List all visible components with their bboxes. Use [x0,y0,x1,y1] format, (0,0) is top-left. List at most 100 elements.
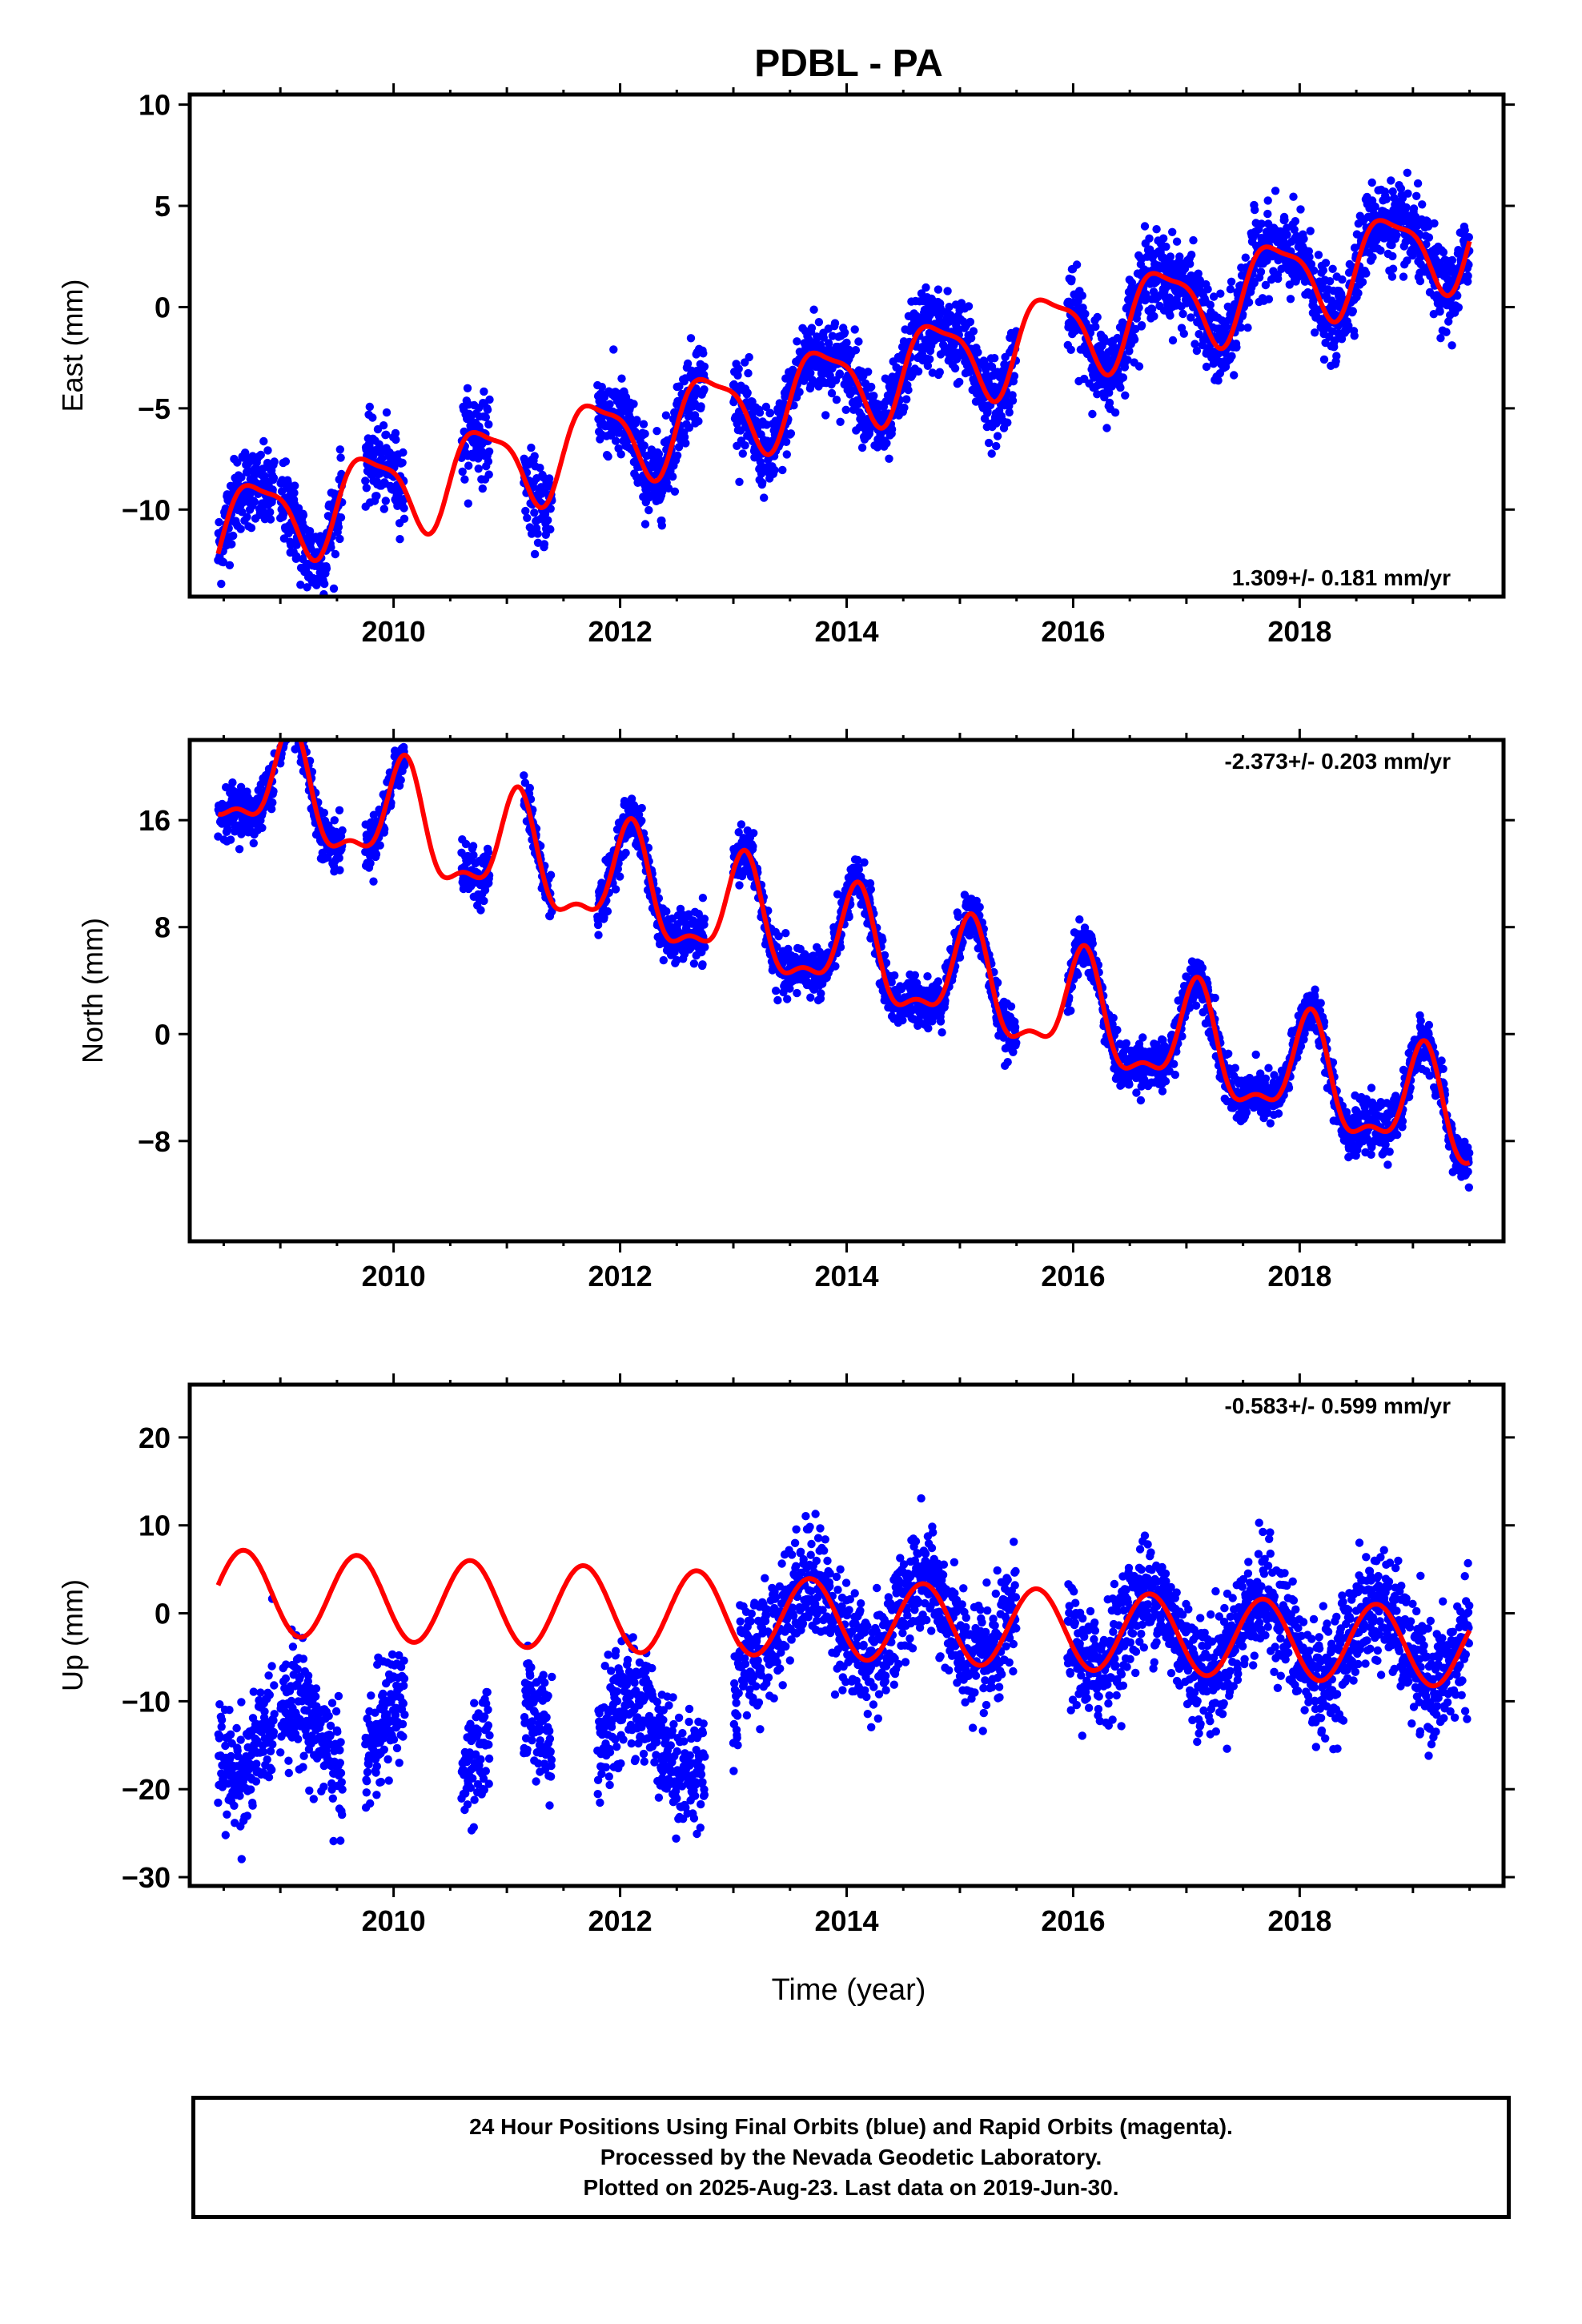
data-point [285,714,293,722]
rate-annotation: 1.309+/- 0.181 mm/yr [1232,565,1451,590]
data-point [659,955,668,965]
data-point [319,808,328,818]
data-point [287,716,295,724]
data-point [258,823,267,833]
data-point [1150,312,1158,321]
data-point [1350,332,1359,340]
data-point [263,446,272,455]
data-point [291,708,299,716]
data-point [391,435,400,444]
x-tick-label: 2016 [1041,615,1105,648]
data-point [761,402,771,412]
data-point [632,416,641,424]
data-point [1191,340,1199,348]
data-point [597,383,606,392]
data-point [305,527,315,536]
data-point [611,885,620,894]
data-point [1358,278,1367,287]
data-point [544,516,552,525]
data-point [296,719,304,727]
data-point [266,515,275,524]
data-point [379,421,388,430]
data-point [260,472,269,480]
data-point [604,452,612,461]
data-point [673,451,682,460]
data-point [749,829,758,838]
data-point [1216,289,1225,298]
data-point [400,514,409,523]
data-point [1291,217,1300,226]
data-point [546,525,555,534]
data-point [246,489,255,498]
data-point [913,367,923,376]
data-point [227,540,236,549]
data-point [371,850,381,858]
data-point [217,579,226,589]
data-point [292,718,300,726]
data-point [1192,346,1202,356]
data-point [629,400,638,408]
data-point [1093,312,1102,322]
data-point [287,728,295,736]
data-point [1072,260,1082,269]
data-point [256,450,265,460]
data-point [294,726,302,734]
data-point [1314,251,1323,259]
y-axis-label: East (mm) [56,279,89,412]
data-point [287,713,295,721]
data-point [382,430,391,439]
data-point [980,359,989,368]
data-point [974,348,982,357]
data-point [483,405,492,414]
data-point [259,436,268,446]
y-tick-label: 5 [155,190,171,223]
data-point [215,517,223,527]
data-point [335,866,344,875]
data-point [1362,269,1371,278]
data-point [640,429,649,438]
data-point [773,995,782,1005]
data-point [1232,343,1241,352]
data-point [1227,277,1236,286]
data-point [295,723,303,731]
data-point [850,325,859,334]
data-point [283,711,291,719]
data-point [478,484,487,493]
data-point [1464,271,1472,280]
data-point [699,349,708,358]
data-point [1403,168,1412,177]
data-point [233,458,242,467]
data-point [987,449,996,458]
data-point [824,339,833,348]
data-point [289,724,297,732]
data-point [312,581,321,589]
data-point [1283,230,1291,239]
data-point [378,454,387,463]
data-point [287,710,295,718]
data-point [368,413,377,422]
data-point [1189,235,1198,245]
data-point [521,506,530,516]
data-point [469,850,478,860]
data-point [243,513,251,521]
data-point [292,718,300,726]
data-point [681,439,690,448]
data-point [337,469,346,479]
data-point [686,334,696,343]
data-point [283,714,291,722]
data-point [943,287,952,296]
data-point [616,450,625,459]
data-point [458,467,467,476]
data-point [400,504,408,513]
data-point [481,412,490,422]
data-point [1005,408,1014,417]
data-point [1263,209,1272,219]
data-point [1305,252,1314,262]
data-point [1348,307,1358,316]
data-point [523,513,532,522]
data-point [396,535,404,544]
data-point [878,935,887,945]
data-point [299,511,308,520]
data-point [923,361,933,370]
